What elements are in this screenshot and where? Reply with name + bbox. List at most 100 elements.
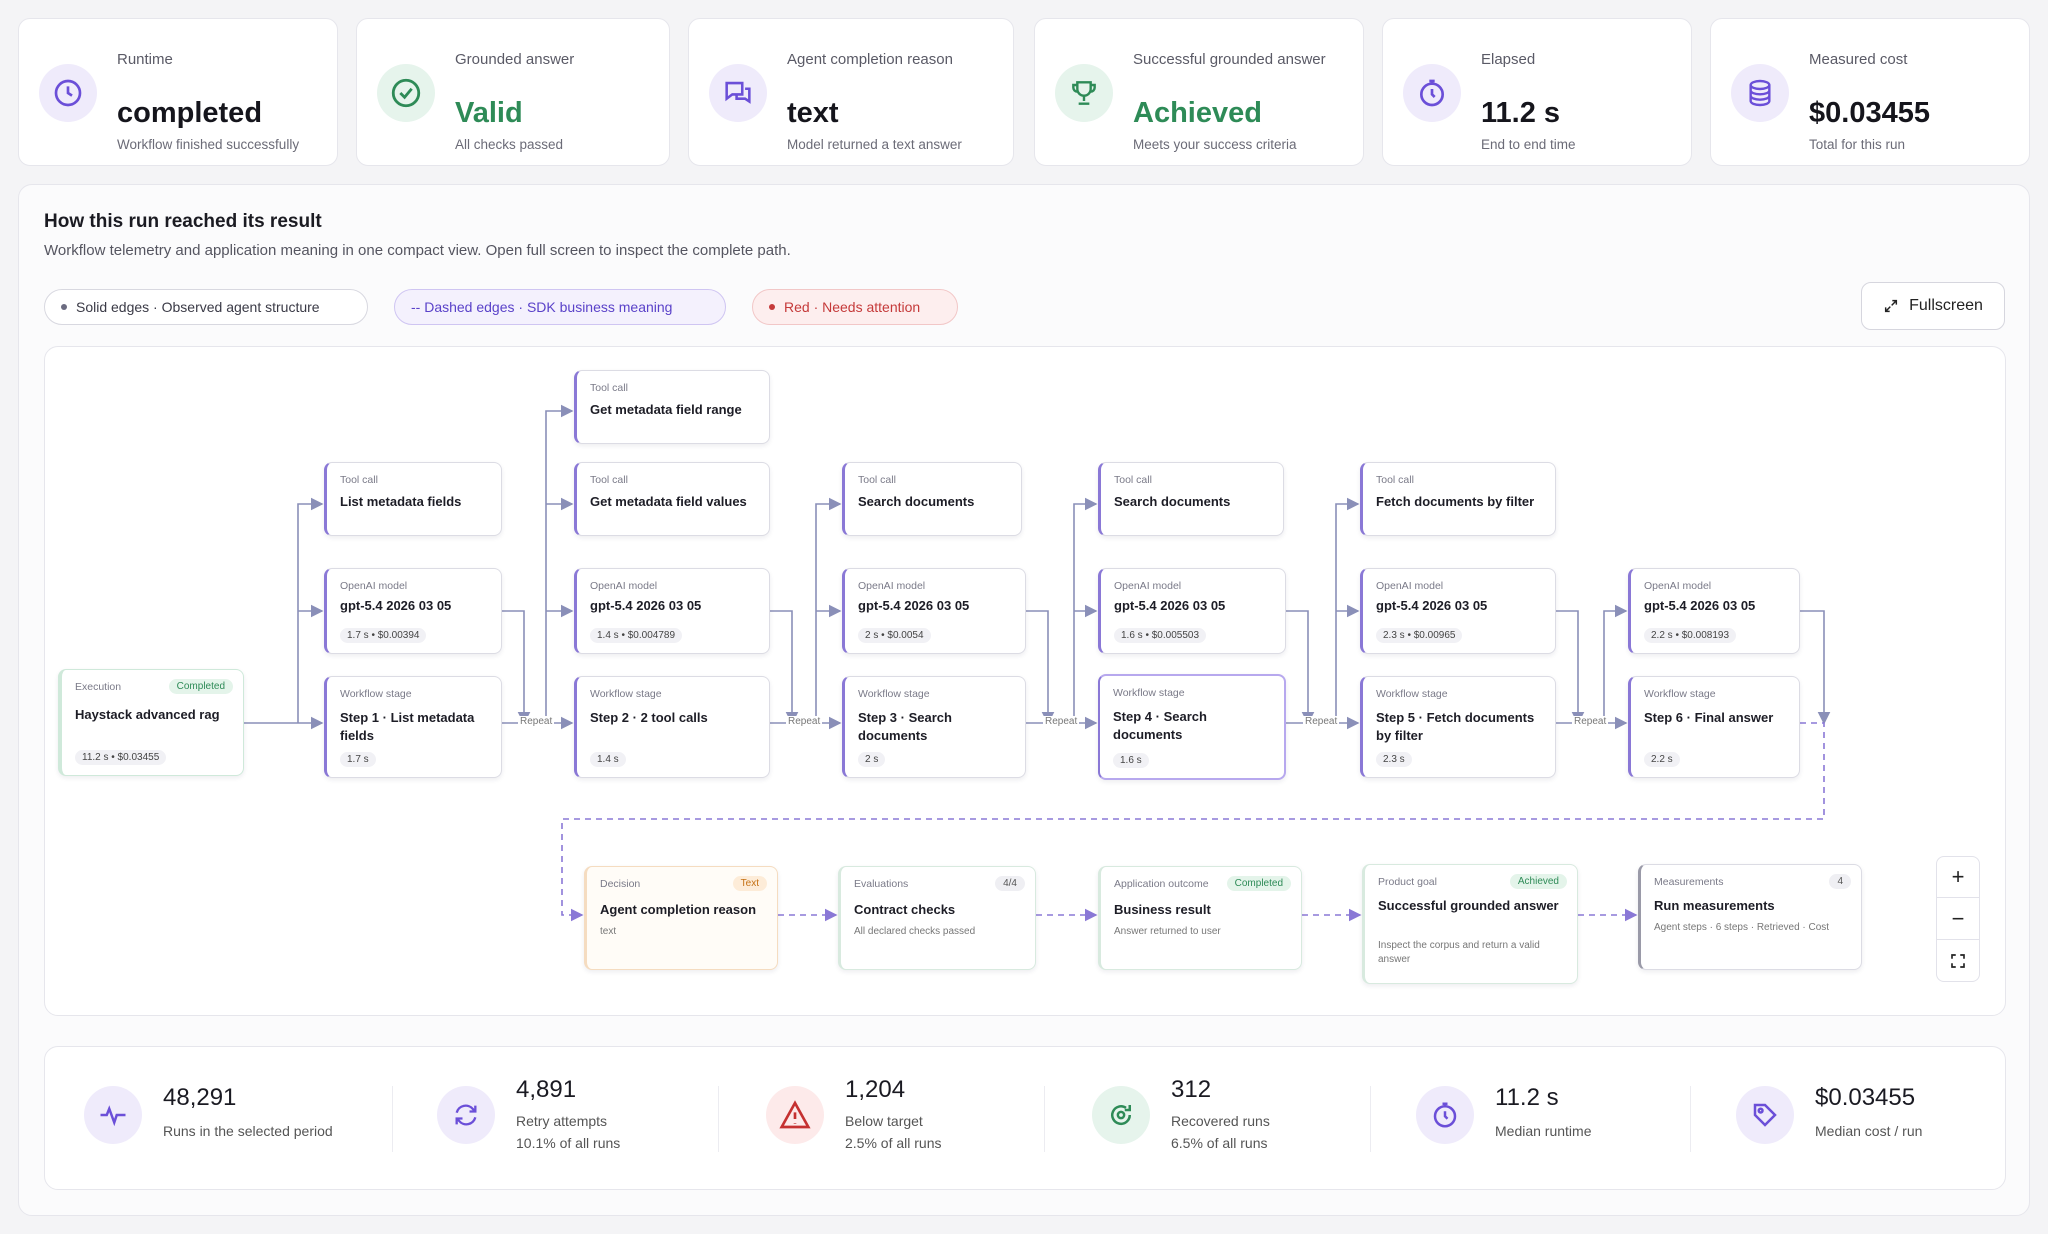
node-model-5[interactable]: OpenAI model gpt-5.4 2026 03 05 2.3 s • … bbox=[1360, 568, 1556, 654]
node-stage-1[interactable]: Workflow stage Step 1 · List metadata fi… bbox=[324, 676, 502, 778]
kpi-sub: Meets your success criteria bbox=[1133, 137, 1297, 152]
node-meta: 2.3 s bbox=[1376, 752, 1412, 767]
kpi-label: Runtime bbox=[117, 51, 173, 68]
repeat-label: Repeat bbox=[1043, 716, 1080, 727]
stat-sub: 6.5% of all runs bbox=[1171, 1135, 1268, 1151]
recover-icon bbox=[1092, 1086, 1150, 1144]
stat-label: Recovered runs bbox=[1171, 1113, 1270, 1129]
node-stage-6[interactable]: Workflow stage Step 6 · Final answer 2.2… bbox=[1628, 676, 1800, 778]
node-stage-5[interactable]: Workflow stage Step 5 · Fetch documents … bbox=[1360, 676, 1556, 778]
stat-sub: 2.5% of all runs bbox=[845, 1135, 942, 1151]
node-title: Get metadata field values bbox=[590, 494, 747, 509]
kpi-sub: Total for this run bbox=[1809, 137, 1906, 152]
node-tool-list-metadata-fields[interactable]: Tool call List metadata fields bbox=[324, 462, 502, 536]
node-description: Agent steps · 6 steps · Retrieved · Cost bbox=[1654, 922, 1830, 933]
panel-subtitle: Workflow telemetry and application meani… bbox=[44, 242, 791, 259]
node-type: Workflow stage bbox=[590, 688, 662, 700]
node-type: Workflow stage bbox=[1376, 688, 1448, 700]
node-title: Successful grounded answer bbox=[1378, 898, 1559, 913]
node-meta: 1.4 s bbox=[590, 752, 626, 767]
stopwatch-icon bbox=[1416, 1086, 1474, 1144]
retry-icon bbox=[437, 1086, 495, 1144]
expand-icon bbox=[1885, 299, 1898, 313]
legend-dashed-label: -- Dashed edges · SDK business meaning bbox=[411, 299, 673, 315]
clock-icon bbox=[39, 64, 97, 122]
legend-red-label: Red · Needs attention bbox=[784, 299, 921, 315]
node-tool-search-documents-3[interactable]: Tool call Search documents bbox=[842, 462, 1022, 536]
kpi-label: Successful grounded answer bbox=[1133, 51, 1326, 68]
node-tool-get-metadata-field-range[interactable]: Tool call Get metadata field range bbox=[574, 370, 770, 444]
node-title: Search documents bbox=[858, 494, 975, 509]
node-title: Business result bbox=[1114, 902, 1211, 917]
stat-value: 1,204 bbox=[845, 1076, 906, 1103]
legend-solid-label: Solid edges · Observed agent structure bbox=[76, 299, 320, 315]
node-model-6[interactable]: OpenAI model gpt-5.4 2026 03 05 2.2 s • … bbox=[1628, 568, 1800, 654]
node-meta: 11.2 s • $0.03455 bbox=[75, 750, 167, 765]
kpi-label: Measured cost bbox=[1809, 51, 1908, 68]
node-execution[interactable]: Execution Completed Haystack advanced ra… bbox=[58, 669, 244, 776]
stats-summary bbox=[44, 1046, 2006, 1190]
node-decision[interactable]: Decision Text Agent completion reason te… bbox=[584, 866, 778, 970]
node-title: List metadata fields bbox=[340, 494, 462, 509]
status-badge: Text bbox=[732, 876, 767, 891]
status-badge: 4 bbox=[1829, 874, 1851, 889]
node-title: gpt-5.4 2026 03 05 bbox=[1114, 598, 1226, 613]
node-description: Inspect the corpus and return a valid an… bbox=[1378, 940, 1540, 965]
node-title: gpt-5.4 2026 03 05 bbox=[590, 598, 702, 613]
zoom-in-button[interactable]: + bbox=[1936, 856, 1980, 898]
node-tool-get-metadata-field-values[interactable]: Tool call Get metadata field values bbox=[574, 462, 770, 536]
node-meta: 2.2 s bbox=[1644, 752, 1680, 767]
fit-view-button[interactable] bbox=[1936, 940, 1980, 982]
node-description: text bbox=[600, 926, 617, 937]
node-application-outcome[interactable]: Application outcome Completed Business r… bbox=[1098, 866, 1302, 970]
node-meta: 1.7 s • $0.00394 bbox=[340, 628, 427, 643]
node-model-4[interactable]: OpenAI model gpt-5.4 2026 03 05 1.6 s • … bbox=[1098, 568, 1286, 654]
node-type: OpenAI model bbox=[1376, 580, 1444, 592]
node-title: Contract checks bbox=[854, 902, 956, 917]
node-title: Step 2 · 2 tool calls bbox=[590, 710, 708, 725]
node-title: Step 5 · Fetch documents by filter bbox=[1376, 710, 1535, 743]
node-type: OpenAI model bbox=[858, 580, 926, 592]
stat-value: 11.2 s bbox=[1495, 1084, 1559, 1111]
node-title: Search documents bbox=[1114, 494, 1231, 509]
legend-needs-attention[interactable]: Red · Needs attention bbox=[752, 289, 958, 325]
node-product-goal[interactable]: Product goal Achieved Successful grounde… bbox=[1362, 864, 1578, 984]
node-model-2[interactable]: OpenAI model gpt-5.4 2026 03 05 1.4 s • … bbox=[574, 568, 770, 654]
node-title: Step 3 · Search documents bbox=[858, 710, 952, 743]
node-measurements[interactable]: Measurements 4 Run measurements Agent st… bbox=[1638, 864, 1862, 970]
node-tool-fetch-documents-by-filter[interactable]: Tool call Fetch documents by filter bbox=[1360, 462, 1556, 536]
node-stage-3[interactable]: Workflow stage Step 3 · Search documents… bbox=[842, 676, 1026, 778]
node-stage-4[interactable]: Workflow stage Step 4 · Search documents… bbox=[1098, 674, 1286, 780]
stat-value: 312 bbox=[1171, 1076, 1212, 1103]
stat-label: Below target bbox=[845, 1113, 923, 1129]
node-title: Run measurements bbox=[1654, 898, 1775, 913]
status-badge: 4/4 bbox=[995, 876, 1025, 891]
coins-icon bbox=[1731, 64, 1789, 122]
stat-divider bbox=[1690, 1086, 1691, 1152]
node-model-3[interactable]: OpenAI model gpt-5.4 2026 03 05 2 s • $0… bbox=[842, 568, 1026, 654]
status-badge: Completed bbox=[1226, 876, 1291, 891]
repeat-label: Repeat bbox=[518, 716, 555, 727]
node-type: OpenAI model bbox=[1644, 580, 1712, 592]
legend-solid-edges[interactable]: Solid edges · Observed agent structure bbox=[44, 289, 368, 325]
stat-value: $0.03455 bbox=[1815, 1084, 1916, 1111]
node-stage-2[interactable]: Workflow stage Step 2 · 2 tool calls 1.4… bbox=[574, 676, 770, 778]
stat-label: Median runtime bbox=[1495, 1123, 1592, 1139]
stat-divider bbox=[718, 1086, 719, 1152]
zoom-out-button[interactable]: − bbox=[1936, 898, 1980, 940]
kpi-label: Agent completion reason bbox=[787, 51, 953, 68]
kpi-card-completion-reason: Agent completion reason text Model retur… bbox=[688, 18, 1014, 166]
kpi-label: Elapsed bbox=[1481, 51, 1536, 68]
node-model-1[interactable]: OpenAI model gpt-5.4 2026 03 05 1.7 s • … bbox=[324, 568, 502, 654]
stat-divider bbox=[1370, 1086, 1371, 1152]
fullscreen-button[interactable]: Fullscreen bbox=[1861, 282, 2005, 330]
node-type: Tool call bbox=[340, 474, 378, 486]
node-type: Application outcome bbox=[1114, 878, 1209, 890]
node-title: gpt-5.4 2026 03 05 bbox=[340, 598, 452, 613]
node-evaluations[interactable]: Evaluations 4/4 Contract checks All decl… bbox=[838, 866, 1036, 970]
kpi-sub: Model returned a text answer bbox=[787, 137, 962, 152]
node-title: Fetch documents by filter bbox=[1376, 494, 1535, 509]
node-tool-search-documents-4[interactable]: Tool call Search documents bbox=[1098, 462, 1284, 536]
legend-dashed-edges[interactable]: -- Dashed edges · SDK business meaning bbox=[394, 289, 726, 325]
kpi-card-successful-answer: Successful grounded answer Achieved Meet… bbox=[1034, 18, 1364, 166]
